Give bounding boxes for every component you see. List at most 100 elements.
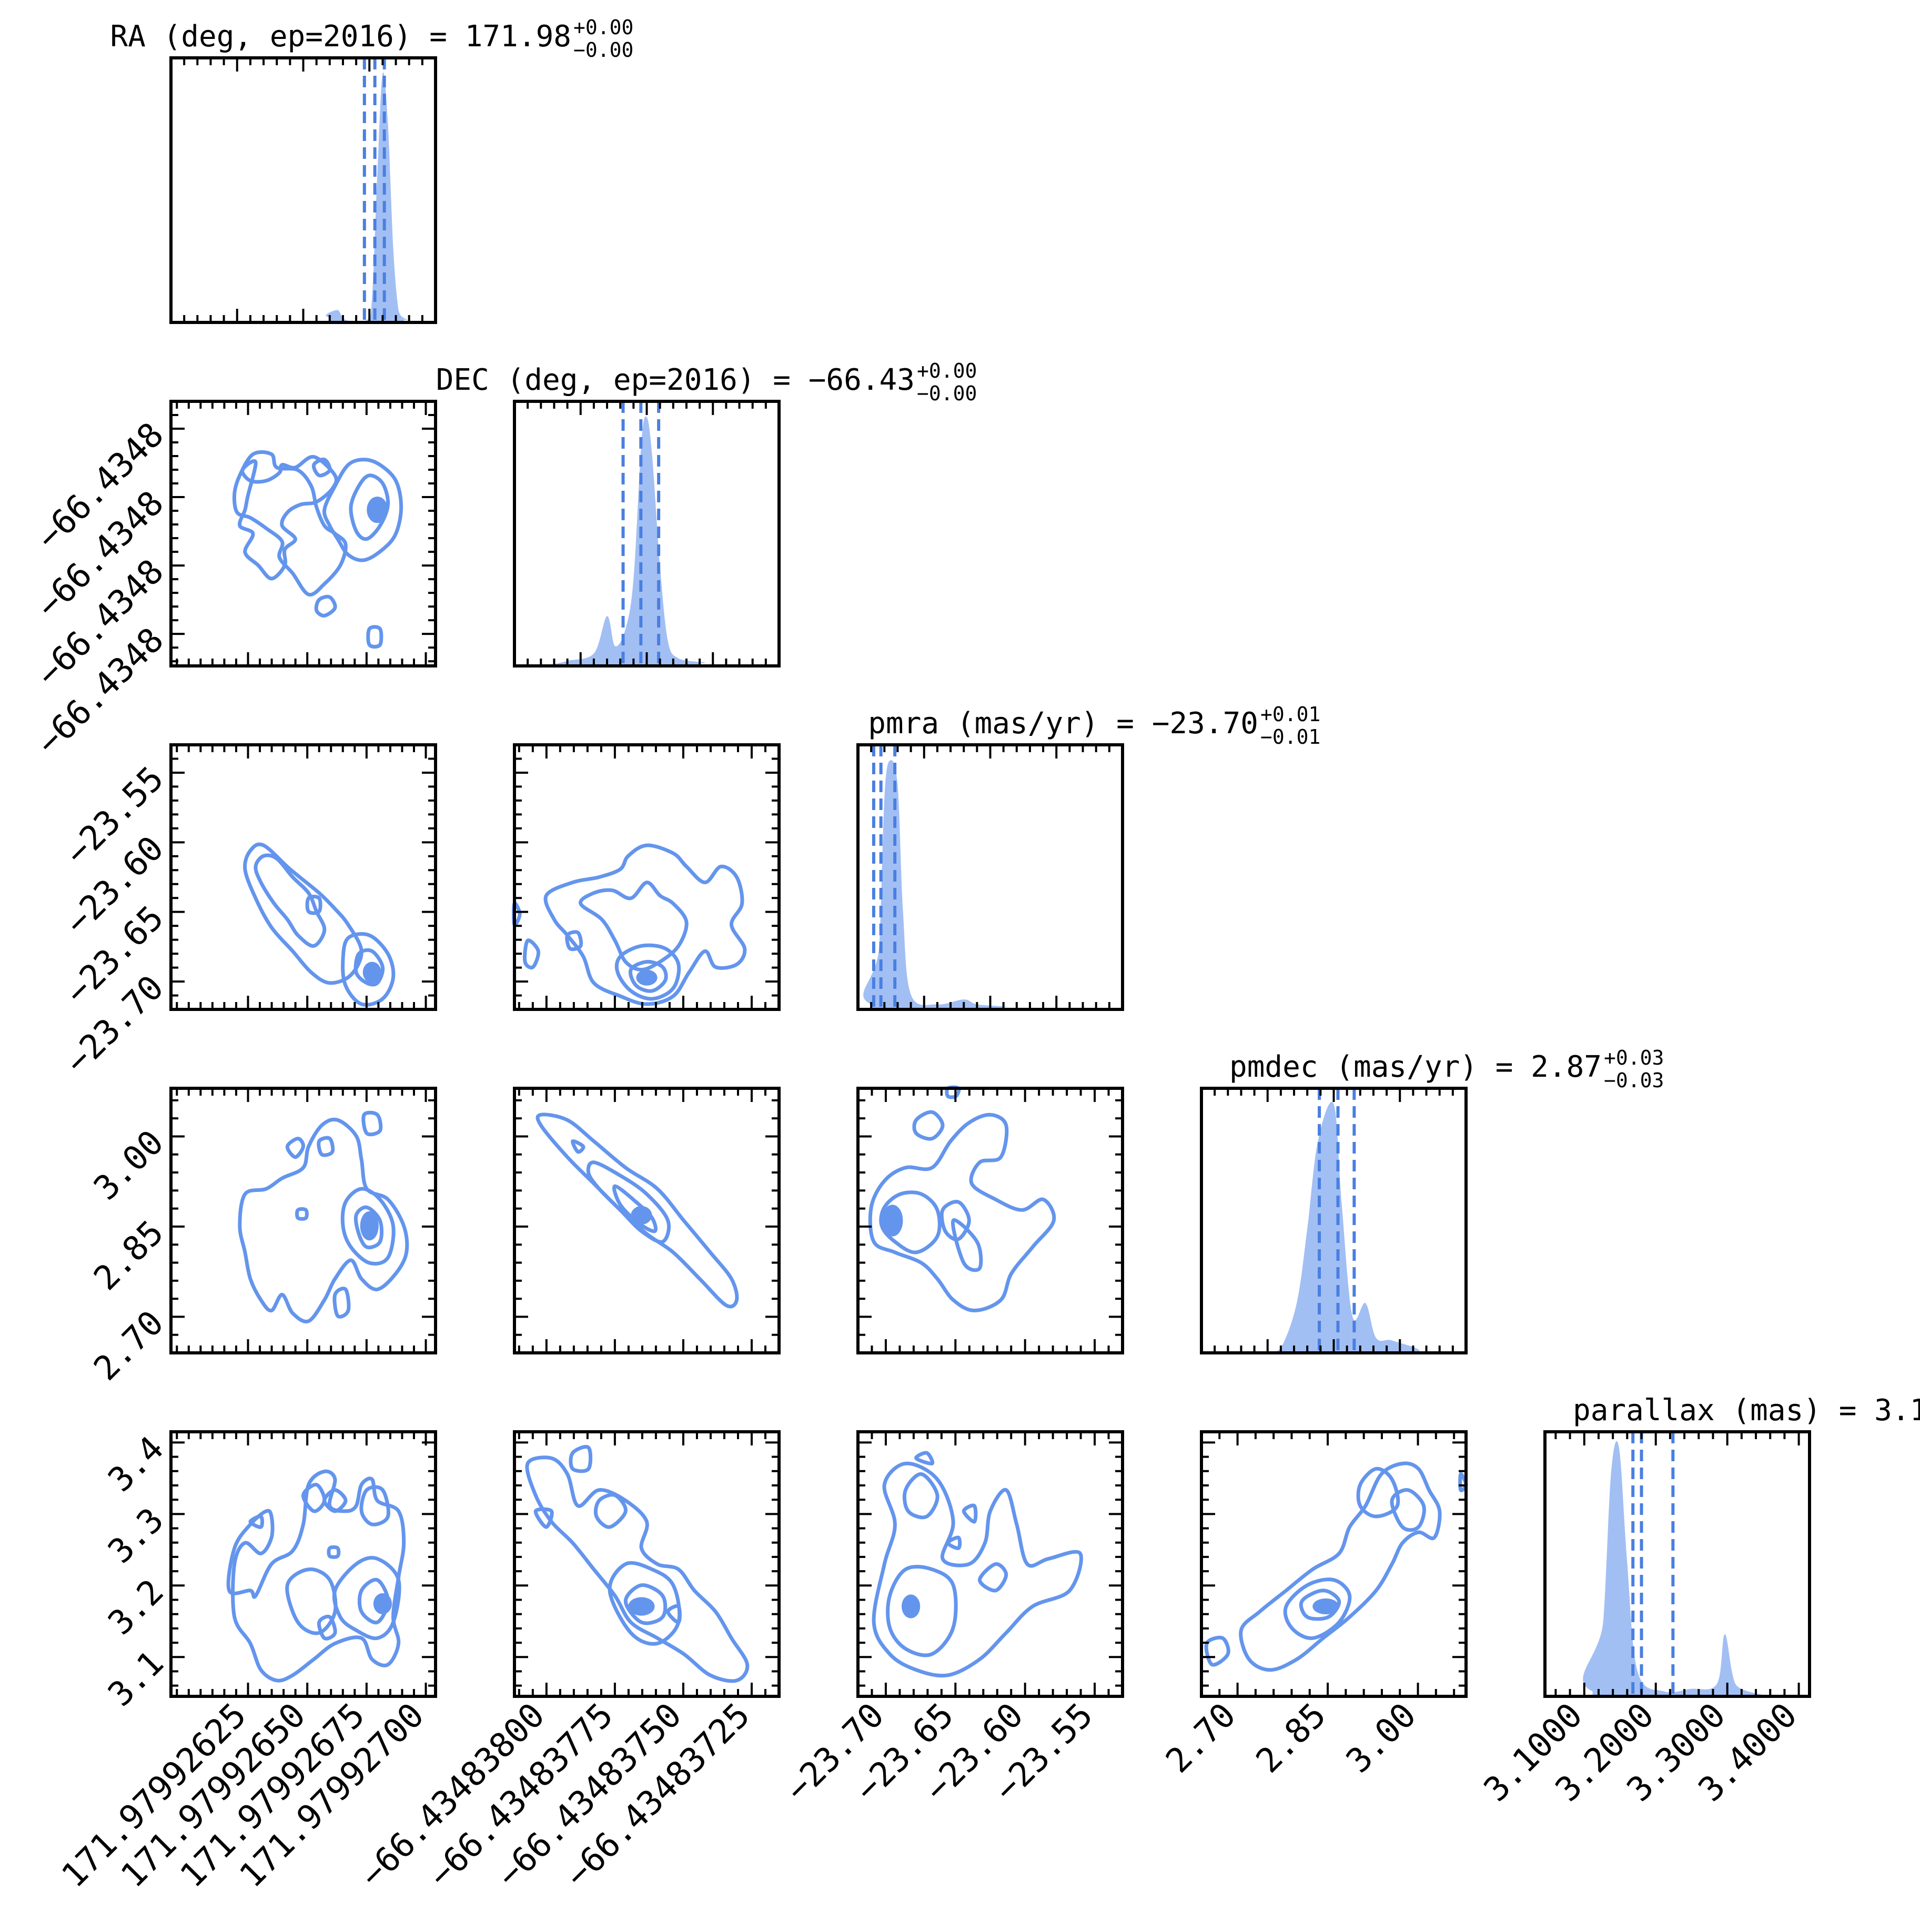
contour-line <box>1390 1488 1426 1532</box>
axes-frame <box>169 56 437 324</box>
contour-line <box>571 1139 585 1154</box>
panel-title: pmdec (mas/yr) = 2.87 <box>1229 1050 1602 1084</box>
title-uncertainty-plus: +0.01 <box>1260 703 1320 726</box>
contour-panel-dec-pmra <box>512 743 781 1011</box>
contour-line <box>1239 1461 1442 1672</box>
contour-core <box>882 1205 903 1237</box>
contour-line <box>872 1461 1083 1678</box>
contour-line <box>939 1200 971 1241</box>
contour-line <box>254 853 327 948</box>
histogram-panel-pmdec: pmdec (mas/yr) = 2.87 +0.03−0.03 <box>1200 1046 1664 1354</box>
contour-panel-ra-pmdec <box>169 1087 437 1354</box>
panel-title: parallax (mas) = 3.18 <box>1573 1393 1920 1428</box>
contour-line <box>238 1117 409 1323</box>
x-tick-label-pmdec: 2.70 <box>1159 1696 1244 1781</box>
contour-core <box>373 1593 392 1615</box>
contour-line <box>295 1207 309 1221</box>
contour-core <box>636 969 658 986</box>
contour-core <box>367 497 388 523</box>
axes-frame <box>169 1430 437 1698</box>
contour-line <box>629 959 668 993</box>
contour-line <box>593 1493 628 1529</box>
contour-line <box>586 1160 671 1244</box>
contour-line <box>322 458 403 562</box>
axes-frame <box>513 1430 781 1698</box>
contour-line <box>237 455 338 581</box>
contour-line <box>666 1604 682 1624</box>
contour-line <box>317 1136 335 1157</box>
contour-panel-dec-parallax <box>513 1430 781 1698</box>
y-tick-label-pmdec: 2.70 <box>87 1303 171 1388</box>
contour-line <box>903 1472 939 1520</box>
contour-panel-dec-pmdec <box>513 1087 781 1354</box>
contour-line <box>1458 1472 1468 1492</box>
contour-line <box>977 1562 1008 1593</box>
axes-frame <box>856 1087 1124 1354</box>
panel-title: DEC (deg, ep=2016) = −66.43 <box>436 363 915 397</box>
contour-line <box>353 948 385 987</box>
contour-panel-pmdec-parallax <box>1200 1430 1468 1698</box>
contour-panel-pmra-pmdec <box>856 1085 1124 1354</box>
histogram-panel-pmra: pmra (mas/yr) = −23.70 +0.01−0.01 <box>856 703 1320 1011</box>
contour-line <box>951 1218 983 1272</box>
contour-panel-ra-pmra <box>169 743 437 1011</box>
contour-line <box>623 1583 668 1625</box>
contour-line <box>226 1469 406 1683</box>
axes-frame <box>169 743 437 1011</box>
title-uncertainty-plus: +0.03 <box>1604 1046 1664 1069</box>
y-tick-label-pmdec: 2.85 <box>87 1213 171 1298</box>
axes-frame <box>169 400 437 667</box>
contour-line <box>332 1555 401 1641</box>
contour-line <box>317 1614 337 1641</box>
contour-line <box>565 930 583 952</box>
contour-line <box>366 625 383 649</box>
contour-line <box>332 1287 351 1319</box>
contour-line <box>946 1535 962 1550</box>
panel-title: pmra (mas/yr) = −23.70 <box>868 706 1258 741</box>
contour-line <box>1356 1466 1400 1519</box>
contour-line <box>886 1565 958 1657</box>
title-uncertainty-minus: −0.01 <box>1260 725 1320 748</box>
contour-line <box>868 1112 1056 1312</box>
contour-line <box>533 1507 554 1529</box>
axes-frame <box>856 743 1124 1011</box>
contour-line <box>285 1567 338 1635</box>
contour-line <box>327 1545 341 1559</box>
contour-core <box>901 1594 921 1619</box>
contour-line <box>612 1184 658 1233</box>
contour-core <box>362 962 381 983</box>
histogram-fill <box>1583 1441 1764 1696</box>
contour-line <box>314 594 337 618</box>
axes-frame <box>513 400 781 667</box>
axes-frame <box>513 1087 781 1354</box>
contour-line <box>361 1110 383 1137</box>
axes-frame <box>856 1430 1124 1698</box>
contour-core <box>360 1211 379 1241</box>
histogram-fill <box>1259 1101 1420 1353</box>
histogram-panel-parallax: parallax (mas) = 3.18+0.04−0.01 <box>1543 1393 1920 1698</box>
contour-line <box>353 1205 384 1249</box>
contour-line <box>285 1137 306 1159</box>
contour-panel-ra-parallax <box>169 1430 437 1698</box>
y-tick-label-parallax: 3.3 <box>101 1501 171 1571</box>
contour-line <box>322 1488 348 1513</box>
contour-line <box>305 895 322 915</box>
contour-line <box>341 932 396 1007</box>
histogram-fill <box>552 416 706 666</box>
contour-panel-ra-dec <box>169 400 437 667</box>
contour-line <box>359 1485 390 1526</box>
y-tick-label-parallax: 3.2 <box>101 1572 171 1643</box>
title-uncertainty-minus: −0.00 <box>917 382 977 405</box>
contour-line <box>311 457 332 478</box>
contour-line <box>340 1187 396 1266</box>
contour-line <box>232 450 348 597</box>
axes-frame <box>513 743 781 1011</box>
contour-line <box>1283 1577 1352 1640</box>
contour-line <box>569 1445 593 1473</box>
y-tick-label-parallax: 3.1 <box>101 1644 171 1714</box>
axes-frame <box>1200 1087 1468 1354</box>
contour-line <box>914 1451 935 1466</box>
contour-line <box>912 1110 945 1141</box>
contour-line <box>523 938 540 970</box>
